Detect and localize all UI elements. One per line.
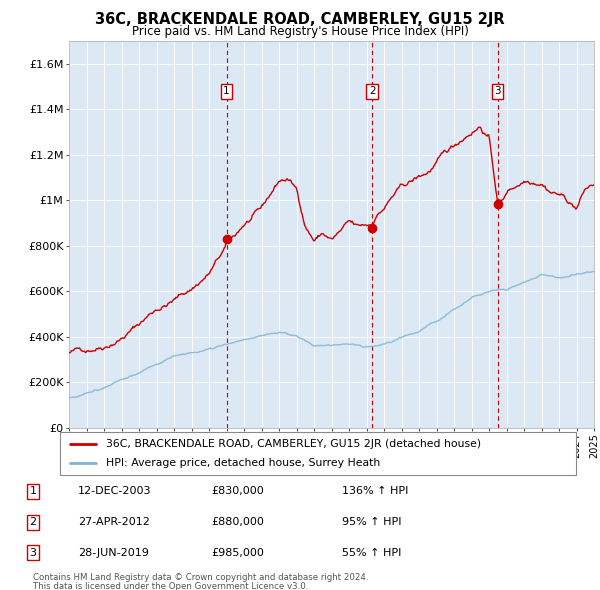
- Text: Price paid vs. HM Land Registry's House Price Index (HPI): Price paid vs. HM Land Registry's House …: [131, 25, 469, 38]
- Text: 2: 2: [29, 517, 37, 527]
- Text: 136% ↑ HPI: 136% ↑ HPI: [342, 487, 409, 496]
- Text: 1: 1: [29, 487, 37, 496]
- Text: 55% ↑ HPI: 55% ↑ HPI: [342, 548, 401, 558]
- Text: 28-JUN-2019: 28-JUN-2019: [78, 548, 149, 558]
- Text: 3: 3: [494, 86, 501, 96]
- Text: 27-APR-2012: 27-APR-2012: [78, 517, 150, 527]
- Text: 3: 3: [29, 548, 37, 558]
- Text: HPI: Average price, detached house, Surrey Heath: HPI: Average price, detached house, Surr…: [106, 458, 380, 468]
- FancyBboxPatch shape: [60, 432, 576, 475]
- Text: 95% ↑ HPI: 95% ↑ HPI: [342, 517, 401, 527]
- Text: 36C, BRACKENDALE ROAD, CAMBERLEY, GU15 2JR (detached house): 36C, BRACKENDALE ROAD, CAMBERLEY, GU15 2…: [106, 439, 482, 449]
- Text: 1: 1: [223, 86, 230, 96]
- Text: 12-DEC-2003: 12-DEC-2003: [78, 487, 151, 496]
- Text: £985,000: £985,000: [211, 548, 264, 558]
- Text: This data is licensed under the Open Government Licence v3.0.: This data is licensed under the Open Gov…: [33, 582, 308, 590]
- Text: £830,000: £830,000: [211, 487, 264, 496]
- Text: 2: 2: [369, 86, 376, 96]
- Text: £880,000: £880,000: [211, 517, 264, 527]
- Text: Contains HM Land Registry data © Crown copyright and database right 2024.: Contains HM Land Registry data © Crown c…: [33, 573, 368, 582]
- Text: 36C, BRACKENDALE ROAD, CAMBERLEY, GU15 2JR: 36C, BRACKENDALE ROAD, CAMBERLEY, GU15 2…: [95, 12, 505, 27]
